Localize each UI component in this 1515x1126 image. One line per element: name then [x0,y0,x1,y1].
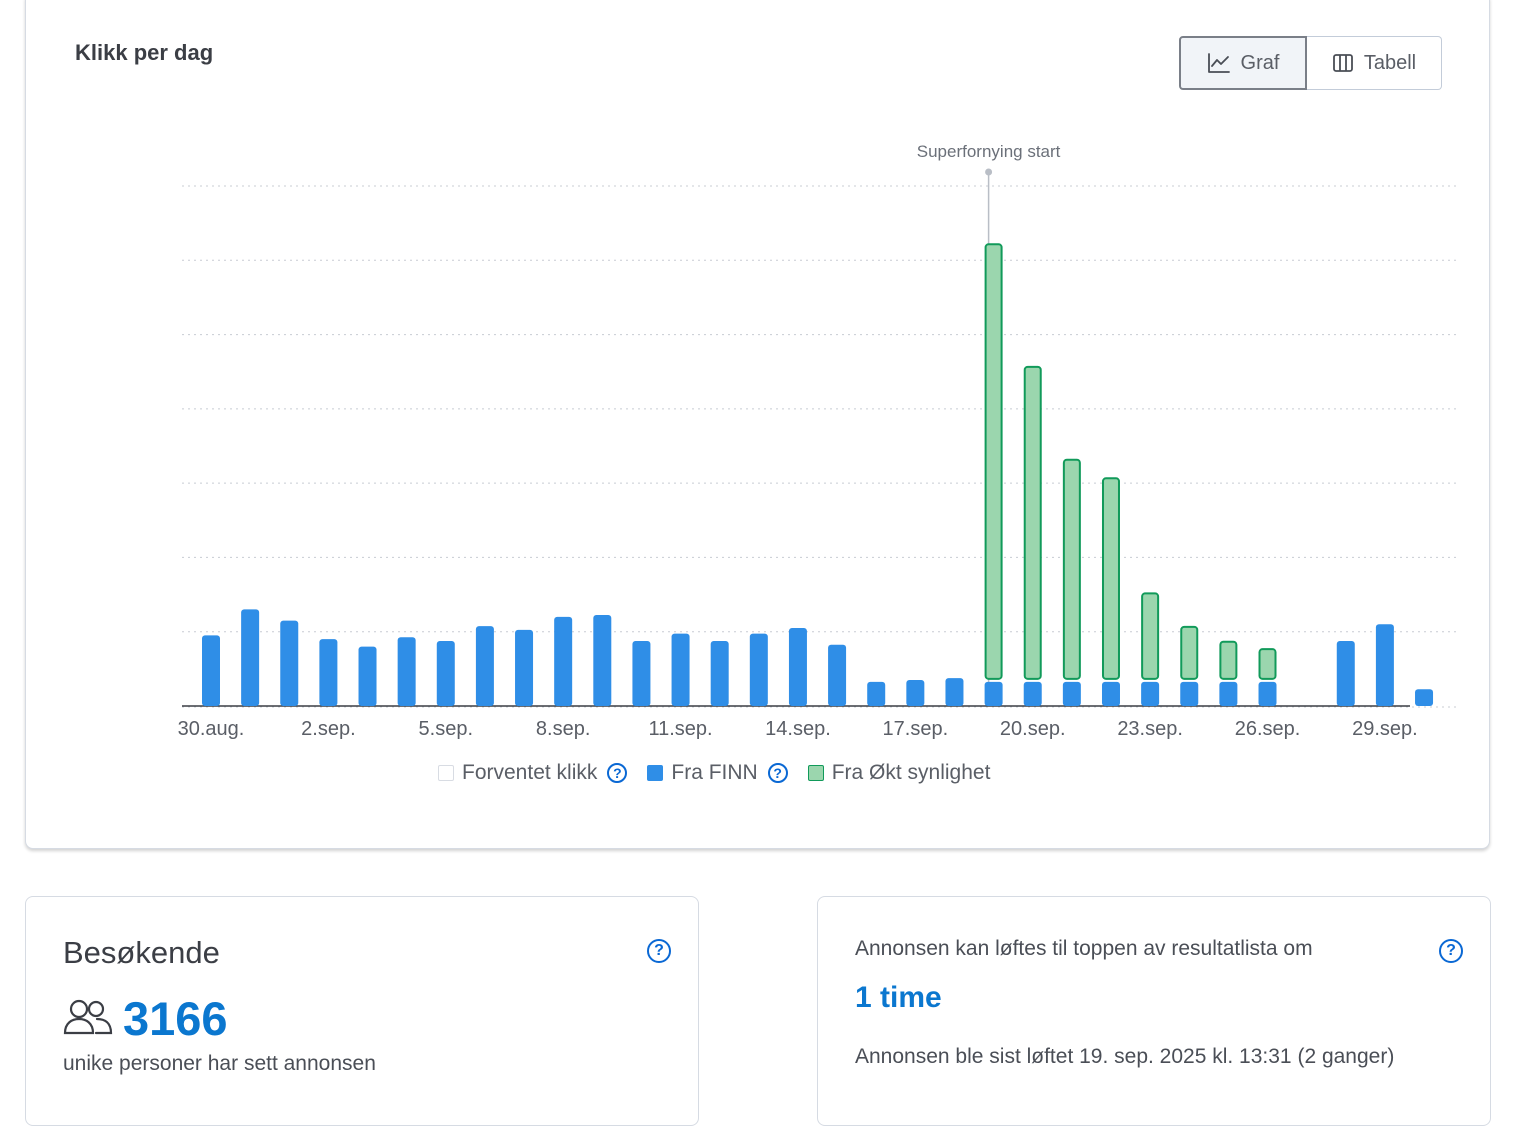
x-tick-label: 26.sep. [1235,718,1301,740]
x-tick-label: 2.sep. [301,718,355,740]
boost-time: 1 time [855,981,942,1014]
bar-fra-okt-synlighet [1062,458,1081,680]
table-columns-icon [1332,53,1354,73]
legend-swatch-forventet [438,765,454,781]
bar-fra-finn [319,639,338,706]
bar-fra-finn [593,615,612,706]
legend-label-finn: Fra FINN [671,761,758,784]
x-tick-label: 23.sep. [1117,718,1183,740]
x-tick-label: 20.sep. [1000,718,1066,740]
view-toggle: Graf Tabell [1179,36,1442,90]
boost-info-text: Annonsen kan løftes til toppen av result… [855,937,1313,960]
x-tick-label: 11.sep. [648,718,712,740]
bar-fra-finn [710,641,729,706]
bar-fra-finn [1023,681,1042,706]
bar-fra-okt-synlighet [1219,640,1238,680]
bar-fra-finn [436,641,455,706]
boost-last-text: Annonsen ble sist løftet 19. sep. 2025 k… [855,1045,1395,1068]
bar-fra-finn [671,633,690,706]
legend-item-okt: Fra Økt synlighet [807,761,991,785]
annotation-marker [985,168,993,176]
visitors-count: 3166 [123,992,228,1045]
bar-fra-finn [788,628,807,706]
bar-fra-finn [397,637,416,706]
bar-fra-finn [475,626,494,706]
bar-fra-finn [1141,681,1160,706]
bar-fra-okt-synlighet [1180,625,1199,680]
tabell-button[interactable]: Tabell [1307,36,1442,90]
tabell-label: Tabell [1363,51,1417,74]
bar-fra-finn [515,629,534,706]
bar-fra-finn [1180,681,1199,706]
bar-fra-finn [828,644,847,706]
bar-fra-finn [241,609,260,706]
legend-item-forventet: Forventet klikk ? [438,761,628,785]
bar-fra-okt-synlighet [1023,365,1042,680]
x-tick-label: 29.sep. [1352,718,1418,740]
visitors-count-row: 3166 [63,991,228,1046]
x-tick-label: 14.sep. [765,718,831,740]
chart-card: Klikk per dag Graf Tabell Superfornying … [25,0,1490,849]
chart-title: Klikk per dag [75,40,214,65]
visitors-subtitle: unike personer har sett annonsen [63,1052,376,1075]
legend-item-finn: Fra FINN ? [647,761,788,785]
bar-fra-okt-synlighet [1101,477,1120,680]
boost-card: Annonsen kan løftes til toppen av result… [817,896,1491,1126]
legend-label-forventet: Forventet klikk [462,761,598,784]
bar-fra-finn [1219,681,1238,706]
bar-fra-finn [202,635,220,706]
graf-button[interactable]: Graf [1179,36,1307,90]
bar-chart: Superfornying start 30.aug. 2.sep. 5.sep. 8.… [178,142,1456,740]
bar-fra-finn [945,678,964,706]
bar-fra-finn [1101,681,1120,706]
x-tick-label: 8.sep. [536,718,590,740]
people-icon [63,996,113,1041]
help-icon[interactable]: ? [607,763,628,783]
x-tick-label: 5.sep. [419,718,473,740]
visitors-heading: Besøkende [63,935,220,970]
legend-swatch-okt [807,765,824,781]
bar-fra-finn [867,681,886,706]
bar-fra-okt-synlighet [1258,648,1277,680]
x-tick-label: 30.aug. [178,718,245,740]
bar-fra-finn [1375,624,1394,706]
chart-legend: Forventet klikk ? Fra FINN ? Fra Økt syn… [438,761,1010,785]
bar-fra-finn [1415,689,1434,706]
legend-label-okt: Fra Økt synlighet [831,761,991,784]
x-tick-label: 17.sep. [883,718,949,740]
bar-fra-finn [554,616,573,706]
bar-fra-okt-synlighet [1141,592,1160,680]
bar-fra-finn [1062,681,1081,706]
bar-fra-finn [358,646,377,706]
bar-fra-finn [749,633,768,706]
graf-label: Graf [1240,51,1280,74]
help-icon[interactable]: ? [647,939,671,963]
bar-fra-finn [1258,681,1277,706]
annotation-label: Superfornying start [917,142,1061,161]
bar-fra-finn [1336,641,1355,706]
help-icon[interactable]: ? [767,763,788,783]
bar-fra-okt-synlighet [984,243,1003,680]
visitors-card: Besøkende ? 3166 unike personer har sett… [25,896,699,1126]
line-chart-icon [1207,52,1231,74]
bar-fra-finn [632,641,651,706]
bar-fra-finn [280,620,299,706]
legend-swatch-finn [647,765,664,781]
help-icon[interactable]: ? [1439,939,1463,963]
bar-fra-finn [906,680,925,706]
bar-fra-finn [984,681,1003,706]
